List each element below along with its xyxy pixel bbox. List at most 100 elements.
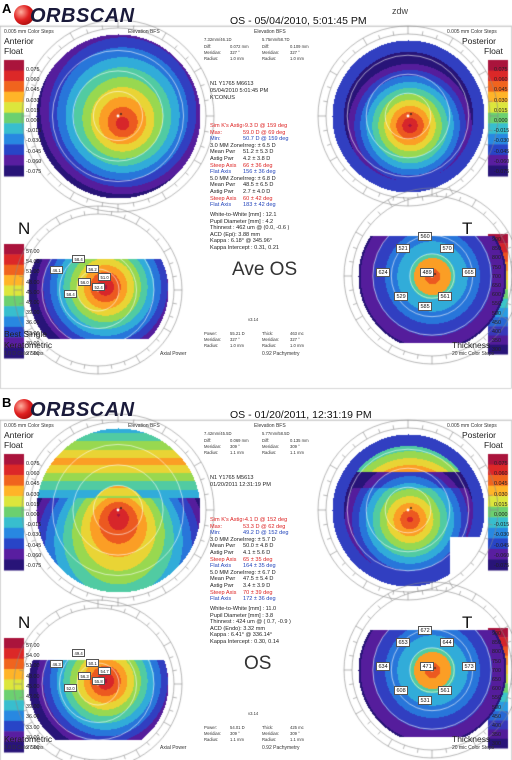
exam-extra-line: Pupil Diameter [mm] : 3.8 (210, 612, 274, 619)
simk-key: Astig Pwr (210, 156, 234, 162)
thick-key: Meridian: (262, 337, 280, 342)
simk-value: 50.0 ± 4.8 D (243, 543, 274, 550)
simk-key: 5.0 MM Zone: (210, 175, 245, 182)
simk-value: 59.0 D @ 69 deg (243, 129, 286, 136)
thickness-scale-value: 600 (492, 686, 501, 693)
simk-key: 3.0 MM Zone: (210, 142, 245, 149)
thickness-label: Thickness (452, 340, 491, 350)
power-key: Power: (204, 725, 218, 730)
posterior-scale-value: 0.000 (494, 118, 508, 124)
simk-key: Sim K's Astig: (210, 123, 245, 129)
keratometric-label: Keratometric (4, 734, 53, 744)
anterior-scale-value: -0.015 (26, 522, 42, 529)
posterior-scale-value: -0.060 (494, 552, 510, 559)
exam-info-line: 01/20/2011 12:31:19 PM (210, 482, 271, 488)
posterior-scale-value: 0.030 (494, 491, 508, 498)
panel-letter: A (2, 1, 12, 16)
simk-value: 3.4 ± 3.9 D (243, 583, 271, 589)
simk-key: Flat Axis (210, 202, 232, 209)
best-single-label: Best Single (4, 329, 47, 339)
anterior-diff-key: Diff: (204, 438, 212, 443)
posterior-color-steps: 0.005 mm Color Steps (447, 423, 497, 429)
keratometric-scale-value: 45.00 (26, 683, 40, 690)
thickness-scale-value: 650 (492, 283, 501, 289)
keratometric-value-label: 56.3 (78, 672, 92, 680)
thickness-value-label: 573 (462, 662, 477, 671)
thick-key: Radius: (262, 737, 277, 742)
posterior-label: Posterior (462, 36, 497, 46)
keratometric-scale-value: 54.00 (26, 653, 40, 660)
simk-value: -9.3 D @ 159 deg (243, 123, 288, 129)
simk-value: 172 ± 36 deg (243, 596, 276, 603)
thickness-value-label: 672 (418, 626, 433, 635)
simk-value: 50.7 D @ 159 deg (243, 136, 289, 143)
exam-info-line: N1 Y1765 M6613 (210, 81, 254, 87)
thickness-scale-value: 700 (492, 667, 501, 674)
simk-key: Astig Pwr (210, 550, 234, 556)
posterior-label: Posterior (462, 430, 497, 440)
keratometric-value-label: 49.4 (72, 649, 86, 657)
simk-value: 4.1 ± 5.6 D (243, 550, 271, 556)
power-key: Meridian: (204, 731, 222, 736)
keratometric-scale-value: 36.00 (26, 320, 40, 327)
anterior-scale-value: 0.075 (26, 461, 40, 467)
power-key: Radius: (204, 737, 219, 742)
posterior-diff-value: 1.0 mm (290, 56, 304, 61)
posterior-scale-value: -0.075 (494, 169, 510, 175)
anterior-diff-value: 0.072 mm (230, 44, 249, 49)
keratometric-value-label: 52.4 (92, 283, 106, 291)
software-version: v3.14 (248, 317, 259, 322)
nasal-label: N (18, 219, 31, 238)
axial-power-label: Axial Power (160, 351, 187, 357)
thickness-value-label: 561 (438, 686, 453, 695)
thickness-scale-value: 450 (492, 319, 501, 326)
keratometric-scale-value: 51.00 (26, 663, 40, 670)
anterior-label: Anterior (4, 36, 34, 46)
posterior-scale-value: 0.075 (494, 461, 508, 467)
keratometric-scale-value: 48.00 (26, 279, 40, 286)
thick-value: 1.0 mm (290, 343, 304, 348)
exam-info-line: 05/04/2010 5:01:45 PM (210, 88, 269, 94)
thickness-scale-value: 500 (492, 704, 501, 711)
keratometric-value-label: 50.1 (86, 659, 100, 667)
anterior-color-steps: 0.005 mm Color Steps (4, 29, 54, 35)
anterior-diff-value: 309 ° (230, 444, 240, 449)
anterior-scale-value: -0.060 (26, 158, 42, 165)
thickness-scale-value: 300 (492, 347, 501, 354)
simk-value: Irreg: ± 6.7 D (243, 569, 276, 576)
thick-value: 425 mc (290, 725, 304, 730)
posterior-scale-value: -0.075 (494, 563, 510, 569)
thickness-scale-value: 800 (492, 649, 501, 656)
thick-value: 463 mc (290, 331, 304, 336)
thickness-scale-value: 700 (492, 273, 501, 280)
anterior-scale-value: -0.015 (26, 128, 42, 135)
keratometric-scale-value: 42.00 (26, 694, 40, 700)
posterior-scale-value: 0.060 (494, 77, 508, 84)
anterior-elevation-label: Elevation BFS (128, 29, 160, 35)
anterior-scale-value: 0.045 (26, 87, 40, 94)
keratometric-value-label: 56.0 (78, 278, 92, 286)
keratometric-scale-value: 45.00 (26, 289, 40, 296)
anterior-scale-value: -0.075 (26, 563, 42, 569)
anterior-sphere: 7.42mm/45.5D (204, 431, 232, 436)
power-value: 1.1 mm (230, 737, 244, 742)
simk-value: 70 ± 39 deg (243, 589, 273, 596)
simk-key: Steep Axis (210, 589, 237, 596)
posterior-scale-value: -0.060 (494, 158, 510, 165)
keratometric-value-label: 58.4 (72, 255, 86, 263)
thick-value: 1.1 mm (290, 737, 304, 742)
thickness-value-label: 665 (462, 268, 477, 277)
exam-extra-line: Kappa : 6.41° @ 336.14° (210, 632, 273, 639)
simk-key: Astig Pwr (210, 189, 234, 195)
temporal-label: T (462, 219, 473, 238)
simk-value: 49.2 D @ 152 deg (243, 530, 289, 537)
posterior-diff-value: 309 ° (290, 444, 300, 449)
thickness-value-label: 634 (376, 662, 391, 671)
posterior-diff-key: Meridian: (262, 444, 280, 449)
thickness-value-label: 624 (376, 268, 391, 277)
simk-value: Irreg: ± 6.5 D (243, 142, 276, 149)
simk-key: Mean Pwr (210, 182, 236, 189)
simk-value: 156 ± 36 deg (243, 169, 276, 176)
temporal-label: T (462, 613, 473, 632)
keratometric-scale-value: 51.00 (26, 269, 40, 276)
